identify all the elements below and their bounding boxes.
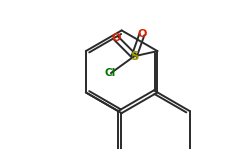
Text: O: O	[111, 33, 121, 43]
Text: O: O	[137, 29, 147, 39]
Text: S: S	[130, 50, 138, 63]
Text: Cl: Cl	[104, 68, 115, 78]
